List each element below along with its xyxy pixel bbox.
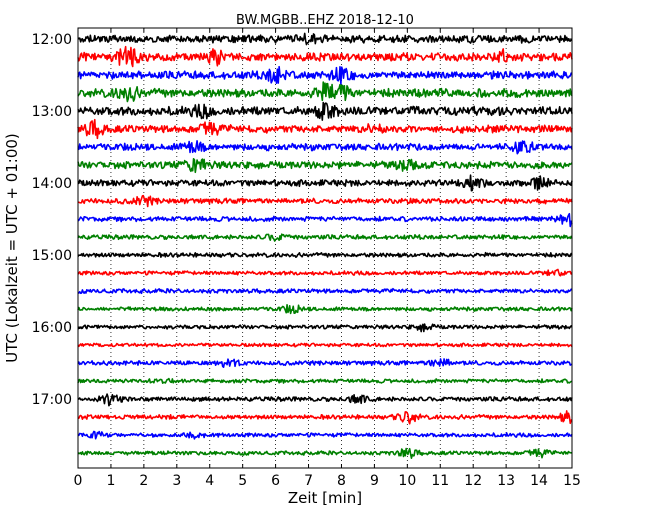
y-tick-label: 13:00 — [32, 104, 72, 120]
chart-title: BW.MGBB..EHZ 2018-12-10 — [236, 13, 414, 28]
trace-1415 — [77, 194, 573, 208]
trace-1230 — [77, 65, 573, 85]
trace-1345 — [77, 157, 573, 174]
trace-1600 — [77, 323, 573, 333]
trace-1545 — [77, 303, 573, 315]
trace-1745 — [77, 447, 573, 459]
x-axis-label: Zeit [min] — [288, 489, 362, 507]
y-axis-label: UTC (Lokalzeit = UTC + 01:00) — [3, 133, 21, 363]
trace-1215 — [77, 45, 573, 68]
x-tick-label: 10 — [398, 473, 416, 489]
x-tick-label: 11 — [431, 473, 449, 489]
x-tick-label: 13 — [497, 473, 515, 489]
x-tick-label: 1 — [106, 473, 115, 489]
y-tick-label: 14:00 — [32, 176, 72, 192]
grid-lines — [110, 28, 540, 468]
trace-1245 — [77, 81, 573, 103]
trace-1715 — [77, 410, 573, 425]
trace-1200 — [77, 32, 573, 46]
trace-1515 — [77, 268, 573, 277]
x-tick-label: 15 — [563, 473, 581, 489]
x-tick-label: 2 — [139, 473, 148, 489]
y-tick-label: 12:00 — [32, 32, 72, 48]
trace-1700 — [77, 393, 573, 407]
x-tick-label: 8 — [337, 473, 346, 489]
trace-1530 — [77, 287, 573, 295]
y-tick-label: 15:00 — [32, 248, 72, 264]
x-tick-label: 6 — [271, 473, 280, 489]
x-tick-label: 0 — [74, 473, 83, 489]
x-tick-label: 4 — [205, 473, 214, 489]
trace-1400 — [77, 174, 573, 192]
seismic-traces — [77, 32, 573, 459]
trace-1630 — [77, 358, 573, 369]
trace-1330 — [77, 140, 573, 155]
trace-1500 — [77, 251, 573, 259]
x-tick-label: 9 — [370, 473, 379, 489]
x-axis-ticks: 0 1 2 3 4 5 6 7 8 9 10 11 12 13 14 15 — [74, 28, 581, 489]
x-tick-label: 3 — [172, 473, 181, 489]
trace-1430 — [77, 212, 573, 228]
x-tick-label: 12 — [464, 473, 482, 489]
trace-1300 — [77, 101, 573, 121]
trace-1315 — [77, 118, 573, 140]
trace-1445 — [77, 233, 573, 242]
x-tick-label: 7 — [304, 473, 313, 489]
plot-frame — [77, 27, 573, 469]
y-tick-label: 16:00 — [32, 320, 72, 336]
x-tick-label: 5 — [238, 473, 247, 489]
x-tick-label: 14 — [530, 473, 548, 489]
y-tick-label: 17:00 — [32, 392, 72, 408]
y-axis-ticks: 12:00 13:00 14:00 15:00 16:00 17:00 — [32, 32, 572, 408]
trace-1645 — [77, 377, 573, 384]
trace-1615 — [77, 342, 573, 348]
trace-1730 — [77, 430, 573, 440]
